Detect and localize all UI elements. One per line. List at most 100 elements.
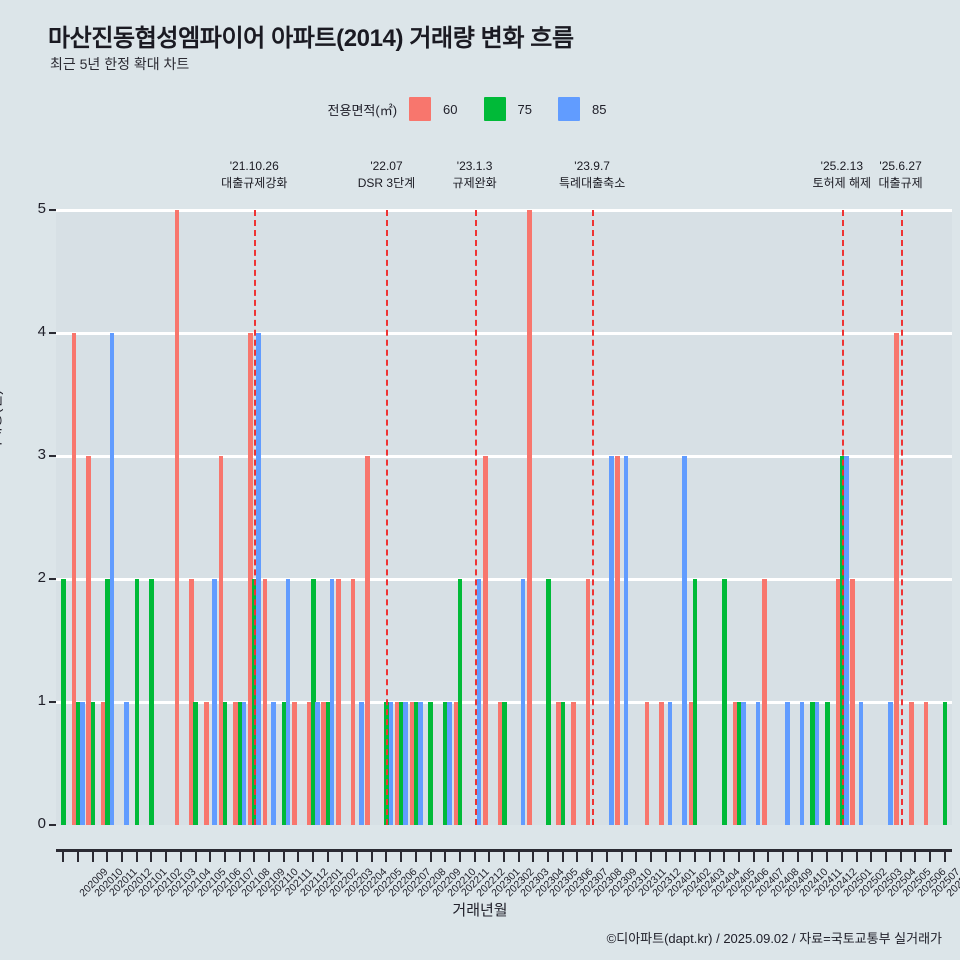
bar-202112-85[interactable]	[285, 579, 291, 825]
bar-202503-85[interactable]	[858, 702, 864, 825]
bar-202210-75[interactable]	[428, 702, 434, 825]
bar-202203-85[interactable]	[329, 579, 335, 825]
bar-202105-60[interactable]	[174, 210, 180, 825]
bar-202209-75[interactable]	[413, 702, 419, 825]
bar-202211-75[interactable]	[443, 702, 448, 825]
bar-202010-75[interactable]	[75, 702, 81, 825]
bar-202206-60[interactable]	[365, 456, 371, 825]
bar-202402-60[interactable]	[659, 702, 664, 825]
bar-202208-85[interactable]	[403, 702, 408, 825]
bar-202407-75[interactable]	[736, 702, 742, 825]
bar-202501-75[interactable]	[825, 702, 830, 825]
bar-202107-60[interactable]	[203, 702, 209, 825]
bar-202011-75[interactable]	[90, 702, 96, 825]
bar-202010-60[interactable]	[71, 333, 77, 825]
bar-202508-60[interactable]	[923, 702, 929, 825]
bar-202109-85[interactable]	[241, 702, 247, 825]
bar-202009-75[interactable]	[61, 579, 66, 825]
bar-202109-60[interactable]	[233, 702, 238, 825]
bar-202310-85[interactable]	[608, 456, 614, 825]
bar-202203-60[interactable]	[321, 702, 327, 825]
bar-202307-75[interactable]	[560, 702, 566, 825]
legend-item-60[interactable]: 60	[409, 97, 479, 121]
bar-202311-85[interactable]	[623, 456, 629, 825]
bar-202212-75[interactable]	[457, 579, 463, 825]
bar-202205-60[interactable]	[350, 579, 356, 825]
bar-202412-85[interactable]	[814, 702, 820, 825]
bar-202107-85[interactable]	[212, 579, 217, 825]
bar-202309-60[interactable]	[585, 579, 591, 825]
bar-202506-60[interactable]	[894, 333, 899, 825]
bar-202401-60[interactable]	[644, 702, 650, 825]
bar-202409-60[interactable]	[762, 579, 767, 825]
bar-202110-85[interactable]	[256, 333, 261, 825]
bar-202303-60[interactable]	[497, 702, 503, 825]
bar-202208-60[interactable]	[394, 702, 400, 825]
bar-202103-75[interactable]	[149, 579, 154, 825]
bar-202209-60[interactable]	[409, 702, 415, 825]
bar-202112-75[interactable]	[281, 702, 287, 825]
bar-202012-75[interactable]	[105, 579, 110, 825]
footer-credit: ©디아파트(dapt.kr) / 2025.09.02 / 자료=국토교통부 실…	[606, 931, 942, 946]
bar-202011-60[interactable]	[86, 456, 91, 825]
bar-202406-75[interactable]	[722, 579, 727, 825]
bar-202110-60[interactable]	[247, 333, 253, 825]
legend-item-85[interactable]: 85	[557, 97, 628, 121]
bar-202012-85[interactable]	[109, 333, 115, 825]
bar-202402-85[interactable]	[667, 702, 673, 825]
bar-202012-60[interactable]	[101, 702, 106, 825]
bar-202411-85[interactable]	[799, 702, 805, 825]
bar-202209-85[interactable]	[417, 702, 423, 825]
bar-202108-75[interactable]	[222, 702, 228, 825]
bar-202202-75[interactable]	[310, 579, 316, 825]
bar-202106-60[interactable]	[189, 579, 194, 825]
bar-202211-85[interactable]	[447, 702, 452, 825]
bar-202404-75[interactable]	[692, 579, 698, 825]
bar-202202-85[interactable]	[315, 702, 320, 825]
bar-202308-60[interactable]	[571, 702, 576, 825]
bar-202307-60[interactable]	[556, 702, 562, 825]
bar-202106-75[interactable]	[193, 702, 199, 825]
bar-202403-85[interactable]	[682, 456, 687, 825]
x-tick-mark-202204	[341, 851, 344, 862]
bar-202108-60[interactable]	[218, 456, 224, 825]
bar-202204-60[interactable]	[336, 579, 341, 825]
bar-202408-85[interactable]	[755, 702, 761, 825]
bar-202407-60[interactable]	[732, 702, 738, 825]
bar-202305-60[interactable]	[527, 210, 532, 825]
bar-202111-85[interactable]	[271, 702, 276, 825]
bar-202502-85[interactable]	[843, 456, 849, 825]
bar-202010-85[interactable]	[80, 702, 85, 825]
bar-202311-60[interactable]	[615, 456, 620, 825]
bar-202303-75[interactable]	[501, 702, 507, 825]
x-tick-mark-202311	[620, 851, 623, 862]
bar-202101-85[interactable]	[124, 702, 129, 825]
bar-202505-85[interactable]	[888, 702, 893, 825]
bar-202212-60[interactable]	[453, 702, 459, 825]
bar-202207-85[interactable]	[388, 702, 394, 825]
bar-202410-85[interactable]	[785, 702, 790, 825]
bar-202201-60[interactable]	[292, 702, 297, 825]
bar-202304-85[interactable]	[520, 579, 526, 825]
bar-202507-60[interactable]	[908, 702, 914, 825]
bar-202203-75[interactable]	[325, 702, 331, 825]
bar-202407-85[interactable]	[741, 702, 746, 825]
bar-202109-75[interactable]	[237, 702, 243, 825]
legend-item-75[interactable]: 75	[483, 97, 554, 121]
bar-202404-60[interactable]	[688, 702, 694, 825]
bar-202202-60[interactable]	[306, 702, 312, 825]
chart-subtitle: 최근 5년 한정 확대 차트	[50, 56, 190, 72]
bar-202301-85[interactable]	[476, 579, 482, 825]
bar-202208-75[interactable]	[399, 702, 404, 825]
bar-202412-75[interactable]	[810, 702, 815, 825]
x-tick-mark-202103	[150, 851, 153, 862]
bar-202102-75[interactable]	[134, 579, 140, 825]
bar-202503-60[interactable]	[850, 579, 855, 825]
bar-202302-60[interactable]	[482, 456, 488, 825]
bar-202509-75[interactable]	[942, 702, 948, 825]
bar-202111-60[interactable]	[262, 579, 268, 825]
bar-202502-60[interactable]	[835, 579, 841, 825]
x-tick-mark-202207	[385, 851, 388, 862]
bar-202306-75[interactable]	[545, 579, 551, 825]
bar-202205-85[interactable]	[359, 702, 364, 825]
